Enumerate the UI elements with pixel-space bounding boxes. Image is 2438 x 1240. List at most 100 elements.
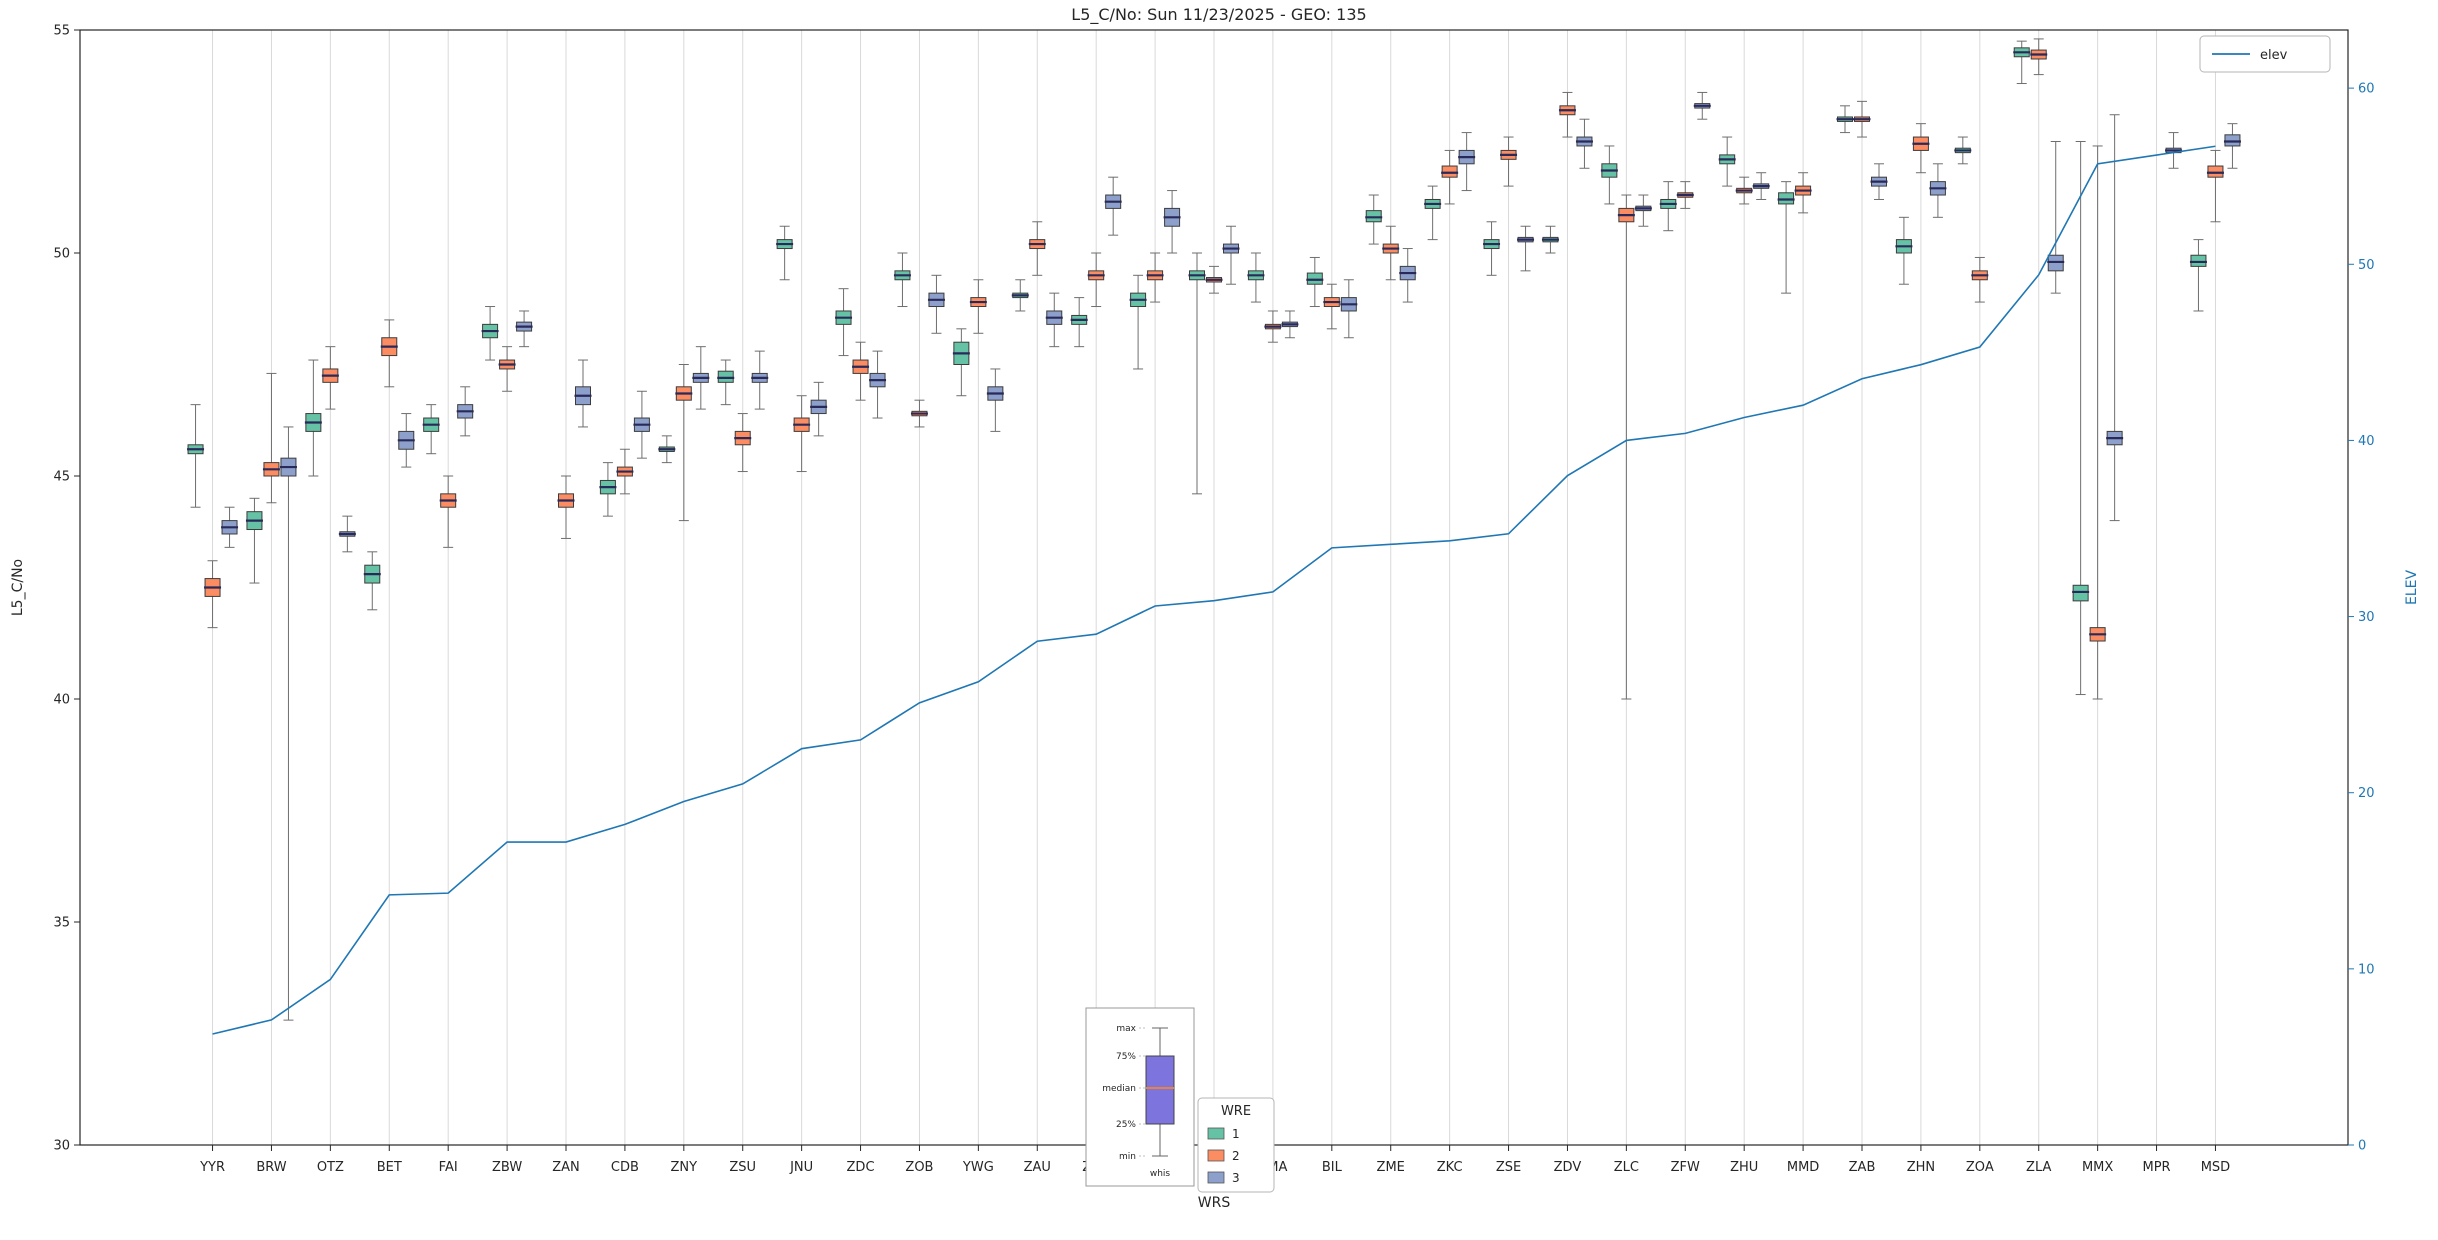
anatomy-sample-box [1145,1055,1175,1125]
boxplot-group-ZHN [1895,123,1947,285]
boxplot-group-ZKC [1424,132,1476,241]
svg-text:OTZ: OTZ [317,1160,344,1175]
wre-legend-swatch-2 [1207,1149,1225,1162]
boxplot-group-ZLC [1600,145,1652,700]
svg-text:JNU: JNU [789,1160,813,1175]
boxplot-group-JNU [776,225,828,473]
y-axis-label-right: ELEV [2404,570,2420,605]
y-axis-left: 30 35 40 45 50 55 [53,24,80,1154]
boxplot-group-ZHU [1718,136,1770,205]
svg-text:BRW: BRW [256,1160,286,1175]
svg-text:YWG: YWG [962,1160,994,1175]
svg-text:30: 30 [53,1139,70,1154]
anatomy-label-min: min [1119,1152,1136,1162]
svg-text:60: 60 [2358,82,2375,97]
svg-text:MMD: MMD [1787,1160,1819,1175]
svg-text:ZFW: ZFW [1671,1160,1700,1175]
svg-text:ZHN: ZHN [1907,1160,1935,1175]
svg-text:ZAN: ZAN [552,1160,580,1175]
boxplot-group-ZNY [658,346,710,522]
svg-text:ZSU: ZSU [729,1160,756,1175]
wre-legend-label-3: 3 [1232,1171,1240,1185]
svg-text:ZDV: ZDV [1554,1160,1582,1175]
elev-legend: elev [2199,35,2331,73]
boxplot-group-BET [363,319,415,611]
gridlines [212,30,2216,1145]
boxplot-group-MSD [2189,123,2241,312]
wre-legend: WRE 1 2 3 [1197,1097,1275,1193]
boxplot-group-MMX [2072,114,2124,700]
svg-text:CDB: CDB [611,1160,639,1175]
boxplot-group-MMD [1777,172,1812,294]
box-wre1 [2072,584,2089,602]
wre-legend-swatch-3 [1207,1171,1225,1184]
svg-text:FAI: FAI [439,1160,458,1175]
svg-text:40: 40 [2358,434,2375,449]
boxplot-group-ZOB [893,252,945,428]
svg-text:ZAB: ZAB [1849,1160,1876,1175]
svg-text:55: 55 [53,24,70,39]
svg-text:MMX: MMX [2082,1160,2113,1175]
svg-text:ZAU: ZAU [1024,1160,1051,1175]
boxplot-group-ZAB [1836,100,1888,200]
chart-title: L5_C/No: Sun 11/23/2025 - GEO: 135 [1071,5,1366,25]
boxplot-group-ZOA [1954,136,1989,303]
box-wre1 [717,370,734,383]
anatomy-label-whis: whis [1150,1169,1171,1179]
boxplot-series [187,38,2241,1021]
boxplot-group-YWG [952,279,1004,432]
svg-text:ZKC: ZKC [1437,1160,1463,1175]
anatomy-label-75: 75% [1116,1052,1136,1062]
boxplot-group-ZAN [557,359,592,539]
y-axis-label-left: L5_C/No [10,559,26,616]
boxplot-group-ZAU [1011,221,1063,348]
boxplot-group-ZSU [717,350,769,473]
svg-text:ZOA: ZOA [1966,1160,1994,1175]
anatomy-label-25: 25% [1116,1120,1136,1130]
boxplot-group-ZJX [1129,190,1181,370]
box-wre3 [2047,254,2064,272]
wre-legend-label-1: 1 [1232,1127,1240,1141]
svg-text:30: 30 [2358,610,2375,625]
boxplot-group-OTZ [304,346,356,553]
svg-text:ZBW: ZBW [492,1160,522,1175]
svg-text:ZOB: ZOB [905,1160,933,1175]
svg-text:MPR: MPR [2142,1160,2170,1175]
svg-text:ZLC: ZLC [1614,1160,1639,1175]
box-wre2 [1441,165,1458,178]
x-axis-label: WRS [1198,1195,1231,1211]
box-wre1 [1778,192,1795,205]
boxplot-group-ZDV [1541,91,1593,254]
svg-text:45: 45 [53,470,70,485]
svg-text:ZSE: ZSE [1496,1160,1521,1175]
elev-legend-label: elev [2260,48,2288,63]
boxplot-group-ZBW [481,306,533,392]
svg-text:ZNY: ZNY [671,1160,698,1175]
boxplot-group-ZME [1365,194,1417,303]
wre-legend-swatch-1 [1207,1127,1225,1140]
boxplot-group-FAI [422,386,474,548]
svg-text:BIL: BIL [1322,1160,1343,1175]
boxplot-group-CDB [599,390,651,517]
boxplot-group-ZLA [2013,38,2065,294]
wre-legend-label-2: 2 [1232,1149,1240,1163]
anatomy-label-median: median [1102,1084,1136,1094]
svg-text:BET: BET [377,1160,402,1175]
boxplot-group-MPR [2165,132,2183,169]
boxplot-group-ZFW [1659,91,1711,232]
boxplot-group-BIL [1306,256,1358,339]
boxplot-group-BRW [245,372,297,1021]
boxplot-anatomy-inset: max 75% median 25% min whis [1085,1007,1195,1187]
svg-text:YYR: YYR [199,1160,225,1175]
svg-text:ZLA: ZLA [2026,1160,2051,1175]
svg-text:10: 10 [2358,962,2375,977]
box-wre3 [2224,134,2241,147]
y-axis-right: 0 10 20 30 40 50 60 [2348,82,2375,1154]
box-wre1 [1306,272,1323,285]
box-wre1 [2190,254,2207,267]
box-wre1 [1365,210,1382,223]
elev-line [212,145,2216,1035]
svg-text:50: 50 [2358,258,2375,273]
